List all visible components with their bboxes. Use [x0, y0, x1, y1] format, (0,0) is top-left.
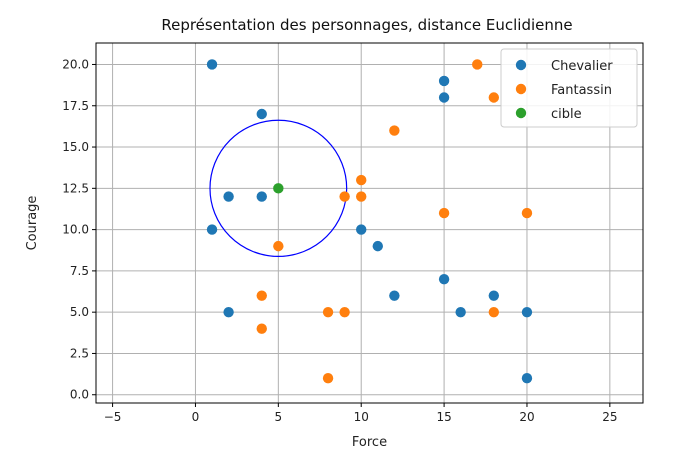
- point-chevalier: [223, 306, 234, 318]
- y-tick-label: 17.5: [62, 99, 89, 113]
- x-axis-label: Force: [352, 435, 387, 450]
- point-chevalier: [438, 75, 450, 87]
- y-tick-label: 0.0: [70, 388, 89, 402]
- point-fantassin: [438, 207, 450, 219]
- x-tick-label: 0: [192, 410, 200, 424]
- x-tick-label: −5: [104, 410, 122, 424]
- point-fantassin: [488, 306, 500, 318]
- point-cible: [273, 183, 284, 194]
- point-fantassin: [322, 373, 334, 384]
- point-fantassin: [273, 240, 284, 252]
- point-chevalier: [438, 273, 450, 285]
- legend-box: [500, 48, 638, 128]
- x-tick-label: 20: [519, 410, 534, 424]
- point-chevalier: [488, 290, 500, 301]
- point-fantassin: [339, 191, 350, 202]
- legend-marker: [515, 107, 527, 119]
- chart-title: Représentation des personnages, distance…: [161, 16, 572, 34]
- point-chevalier: [256, 191, 267, 202]
- x-tick-label: 10: [354, 410, 369, 424]
- data-points: [206, 59, 533, 384]
- point-fantassin: [472, 59, 483, 70]
- point-chevalier: [206, 224, 218, 235]
- point-fantassin: [356, 174, 367, 186]
- legend-label: Chevalier: [551, 59, 613, 74]
- point-chevalier: [223, 191, 234, 202]
- series-chevalier: [206, 59, 533, 384]
- y-tick-label: 20.0: [62, 57, 89, 71]
- series-cible: [273, 183, 284, 194]
- point-chevalier: [389, 290, 400, 301]
- x-tick-label: 25: [602, 410, 617, 424]
- point-fantassin: [521, 207, 533, 219]
- point-chevalier: [356, 224, 367, 235]
- y-tick-label: 10.0: [62, 223, 89, 237]
- distance-circle: [209, 119, 348, 258]
- point-fantassin: [389, 125, 400, 136]
- x-axis-ticks: −5 0 5 10 15 20 25: [104, 403, 617, 424]
- x-tick-label: 5: [275, 410, 283, 424]
- y-tick-label: 15.0: [62, 140, 89, 154]
- point-fantassin: [322, 306, 334, 318]
- point-chevalier: [372, 240, 383, 252]
- y-tick-label: 12.5: [62, 181, 89, 195]
- y-tick-label: 7.5: [70, 264, 89, 278]
- legend-label: cible: [551, 107, 582, 122]
- point-chevalier: [455, 306, 466, 318]
- point-chevalier: [521, 373, 533, 384]
- x-tick-label: 15: [436, 410, 451, 424]
- point-chevalier: [521, 306, 533, 318]
- series-fantassin: [256, 59, 533, 384]
- point-fantassin: [256, 323, 267, 334]
- legend-marker: [515, 59, 527, 71]
- point-fantassin: [356, 191, 367, 202]
- y-axis-label: Courage: [25, 196, 40, 251]
- legend-marker: [515, 83, 527, 95]
- point-chevalier: [438, 92, 450, 103]
- point-fantassin: [339, 306, 350, 318]
- plot-area-frame: [95, 42, 644, 404]
- y-tick-label: 5.0: [70, 305, 89, 319]
- y-tick-label: 2.5: [70, 346, 89, 360]
- y-axis-ticks: 0.0 2.5 5.0 7.5 10.0 12.5 15.0 17.5 20.0: [62, 57, 96, 402]
- annotation-layer: [209, 119, 348, 258]
- legend-label: Fantassin: [551, 83, 612, 98]
- point-fantassin: [488, 92, 500, 103]
- point-fantassin: [256, 290, 267, 301]
- point-chevalier: [256, 108, 267, 120]
- point-chevalier: [206, 59, 218, 70]
- legend: Chevalier Fantassin cible: [500, 48, 638, 128]
